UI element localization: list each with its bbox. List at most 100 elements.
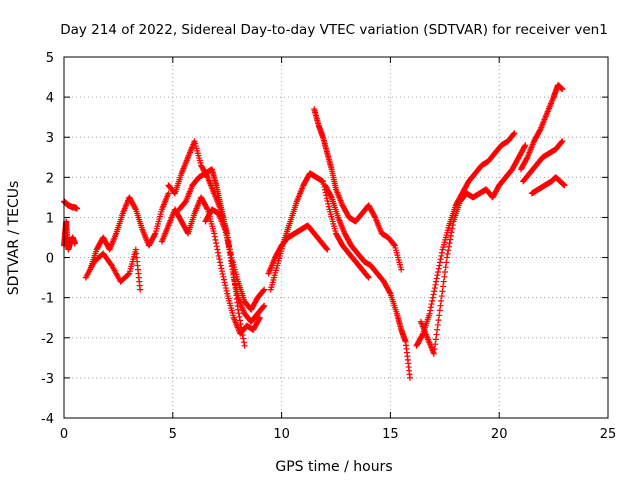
data-point — [151, 231, 158, 238]
data-point — [237, 317, 244, 324]
data-point — [74, 205, 81, 212]
data-point — [237, 321, 244, 328]
data-point — [511, 130, 518, 137]
axis-ticks — [63, 56, 609, 419]
series-arc4 — [82, 246, 144, 293]
series-arc13 — [413, 130, 518, 349]
data-point — [437, 259, 444, 266]
data-point — [429, 297, 436, 304]
data-point — [561, 182, 568, 189]
series-arc15 — [517, 82, 566, 173]
y-tick-label: 3 — [46, 131, 54, 146]
y-tick-label: 5 — [46, 51, 54, 66]
x-tick-label: 20 — [491, 427, 508, 442]
data-point — [211, 230, 218, 237]
data-point — [323, 195, 330, 202]
data-point — [559, 138, 566, 145]
data-point — [217, 262, 224, 269]
x-tick-label: 5 — [169, 427, 177, 442]
data-point — [218, 265, 225, 272]
data-point — [449, 225, 456, 232]
data-point — [438, 297, 445, 304]
data-point — [398, 266, 405, 273]
y-tick-label: 2 — [46, 171, 54, 186]
data-point — [426, 310, 433, 317]
data-point — [432, 341, 439, 348]
data-point — [522, 142, 529, 149]
y-tick-label: -4 — [41, 412, 54, 427]
series-arc8 — [202, 206, 268, 313]
data-point — [132, 205, 139, 212]
data-point — [165, 190, 172, 197]
data-point — [238, 324, 245, 331]
data-point — [448, 229, 455, 236]
data-point — [523, 155, 530, 162]
data-point — [216, 256, 223, 263]
data-point — [137, 286, 144, 293]
data-point — [211, 233, 218, 240]
data-point — [434, 326, 441, 333]
data-point — [256, 314, 263, 321]
data-point — [438, 249, 445, 256]
series-arc9 — [267, 170, 372, 293]
data-point — [437, 302, 444, 309]
data-point — [325, 200, 332, 207]
data-point — [203, 205, 210, 212]
data-point — [215, 249, 222, 256]
data-point — [435, 317, 442, 324]
data-point — [406, 374, 413, 381]
data-point — [427, 304, 434, 311]
data-point — [442, 264, 449, 271]
x-tick-label: 15 — [382, 427, 399, 442]
data-point — [536, 127, 543, 134]
series-arc11 — [311, 106, 405, 273]
data-point — [436, 312, 443, 319]
data-point — [220, 273, 227, 280]
data-point — [433, 275, 440, 282]
series-arc3 — [87, 190, 172, 273]
data-point — [218, 268, 225, 275]
data-point — [220, 276, 227, 283]
data-point — [521, 143, 528, 150]
data-point — [386, 289, 393, 296]
data-point — [558, 139, 565, 146]
data-point — [214, 246, 221, 253]
data-point — [433, 331, 440, 338]
data-point — [219, 271, 226, 278]
y-tick-label: -2 — [41, 332, 54, 347]
data-point — [235, 306, 242, 313]
data-point — [430, 291, 437, 298]
data-point — [240, 335, 247, 342]
data-point — [222, 282, 229, 289]
data-point — [559, 86, 566, 93]
data-point — [443, 254, 450, 261]
data-point — [223, 232, 230, 239]
data-point — [213, 243, 220, 250]
data-points — [61, 82, 568, 381]
data-point — [225, 243, 232, 250]
data-point — [324, 197, 331, 204]
plot-frame — [63, 56, 609, 419]
data-point — [223, 287, 230, 294]
data-point — [238, 328, 245, 335]
data-point — [225, 240, 232, 247]
data-point — [221, 279, 228, 286]
data-point — [71, 240, 78, 247]
data-point — [429, 294, 436, 301]
data-point — [441, 273, 448, 280]
data-point — [433, 278, 440, 285]
data-point — [365, 274, 372, 281]
data-point — [241, 342, 248, 349]
data-point — [445, 247, 452, 254]
data-point — [434, 321, 441, 328]
data-point — [240, 339, 247, 346]
data-point — [235, 310, 242, 317]
chart-title: Day 214 of 2022, Sidereal Day-to-day VTE… — [60, 22, 608, 38]
data-point — [222, 285, 229, 292]
data-point — [217, 259, 224, 266]
tick-labels: 0 5 10 15 20 25 -4 -3 -2 -1 0 1 2 3 4 5 — [41, 51, 616, 442]
data-point — [440, 278, 447, 285]
data-point — [446, 240, 453, 247]
data-point — [261, 302, 268, 309]
data-point — [239, 331, 246, 338]
